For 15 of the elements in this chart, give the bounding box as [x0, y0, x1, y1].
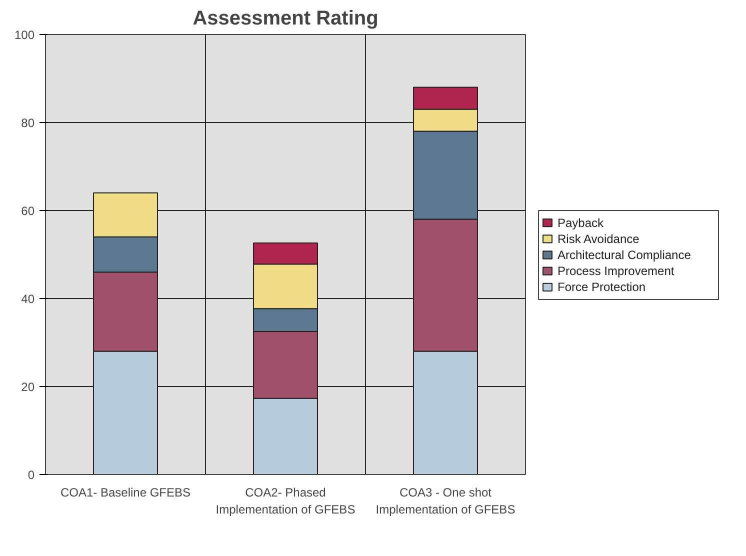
chart-title: Assessment Rating	[192, 8, 378, 30]
legend-label: Architectural Compliance	[558, 248, 692, 262]
x-tick-label: COA2- Phased Implementation of GFEBS	[216, 486, 356, 516]
legend-label: Risk Avoidance	[558, 232, 640, 246]
y-tick-label: 20	[21, 380, 35, 394]
y-tick-label: 40	[21, 292, 35, 306]
legend-label: Force Protection	[558, 280, 646, 294]
legend-label: Payback	[558, 216, 605, 230]
x-tick-label: COA1- Baseline GFEBS	[60, 486, 191, 500]
y-tick-label: 100	[14, 28, 35, 42]
x-tick-label: COA3 - One shot Implementation of GFEBS	[376, 486, 516, 516]
y-tick-label: 0	[28, 468, 35, 482]
y-tick-label: 80	[21, 116, 35, 130]
y-tick-label: 60	[21, 204, 35, 218]
legend-label: Process Improvement	[558, 264, 675, 278]
